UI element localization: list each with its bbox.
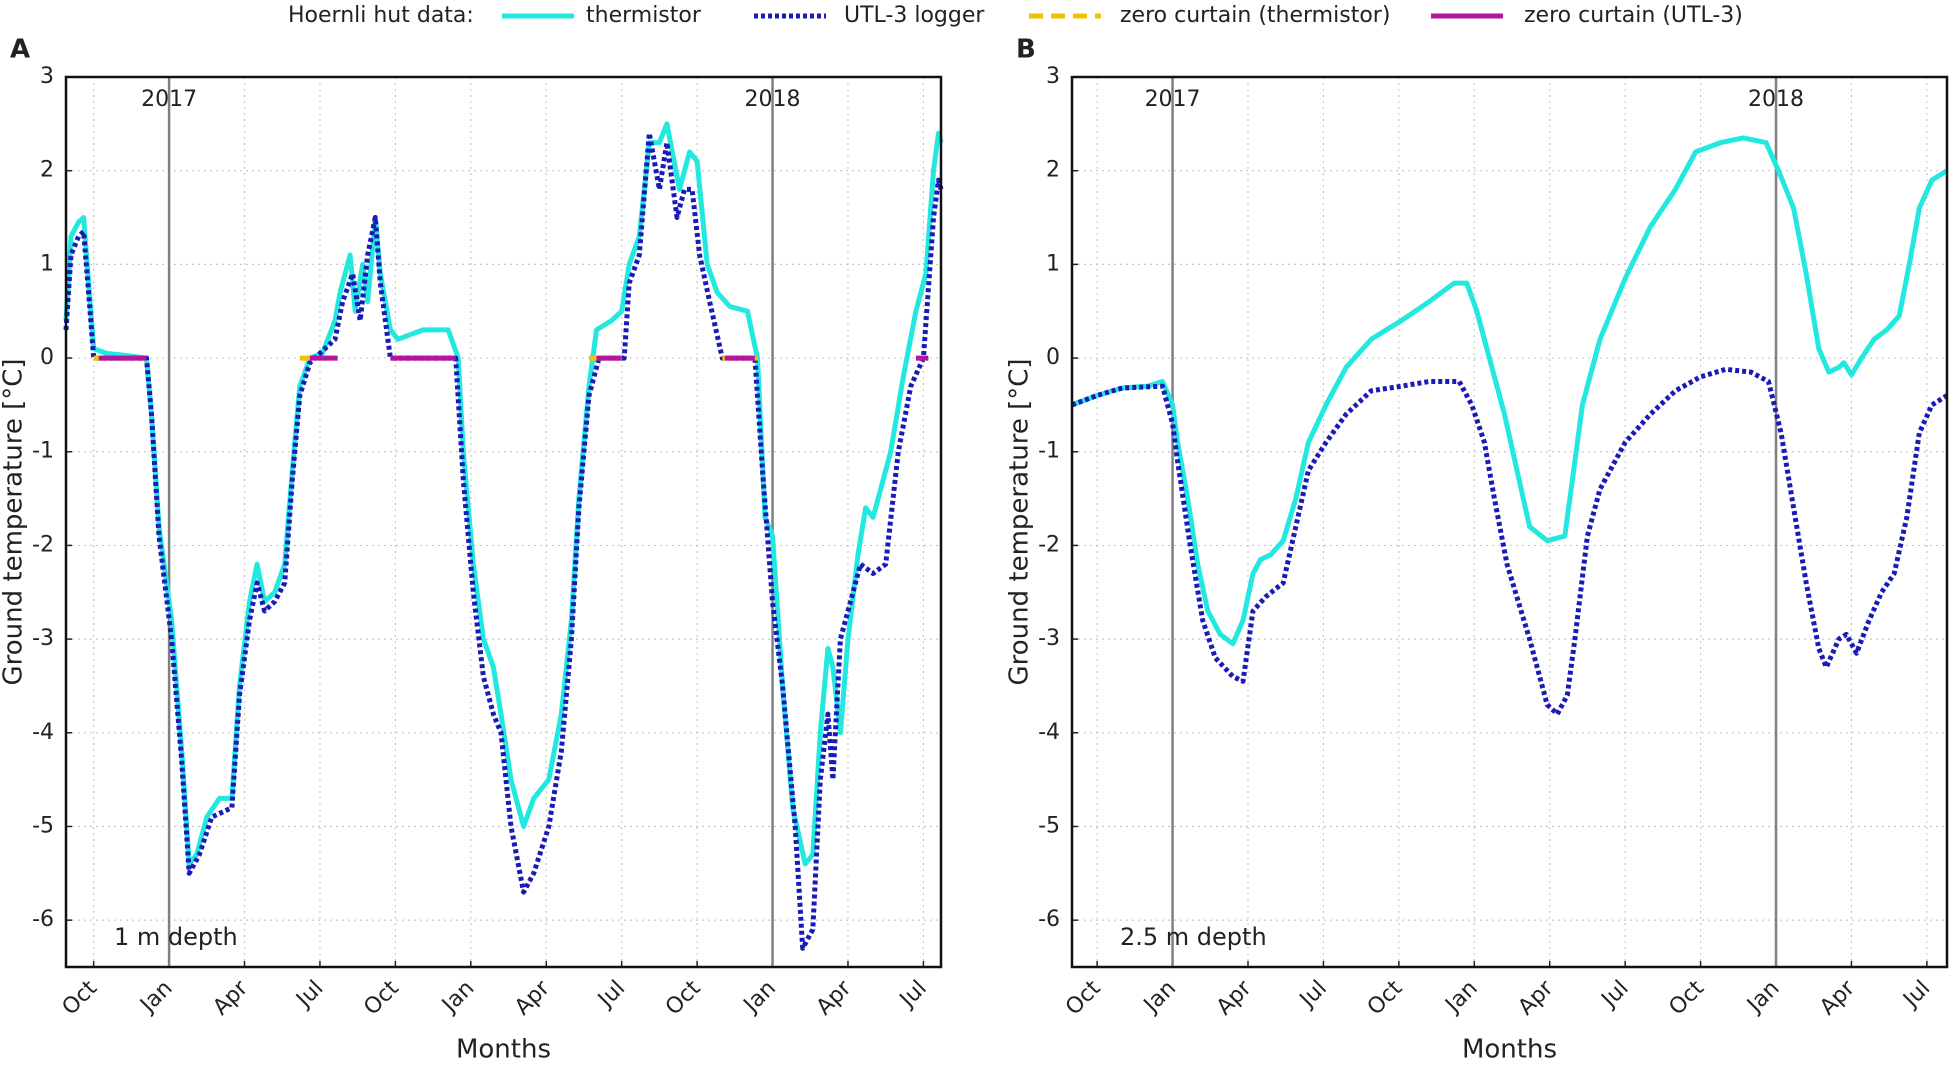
- panel-label: A: [10, 35, 30, 65]
- x-tick-label: Apr: [1212, 975, 1257, 1020]
- x-tick-label: Apr: [812, 975, 857, 1020]
- y-tick-label: -3: [32, 626, 54, 651]
- y-tick-label: 2: [40, 158, 54, 183]
- x-axis-label: Months: [456, 1035, 551, 1065]
- y-tick-label: -4: [32, 720, 54, 745]
- y-tick-label: -6: [1038, 907, 1060, 932]
- y-tick-label: -1: [1038, 439, 1060, 464]
- y-tick-label: 2: [1046, 158, 1060, 183]
- legend-label: zero curtain (thermistor): [1120, 3, 1390, 28]
- x-tick-label: Jul: [1596, 976, 1634, 1014]
- x-tick-label: Jan: [738, 976, 781, 1019]
- y-tick-label: 3: [40, 64, 54, 89]
- x-tick-label: Oct: [359, 976, 404, 1021]
- legend-label: UTL-3 logger: [844, 3, 985, 28]
- y-tick-label: -4: [1038, 720, 1060, 745]
- year-label: 2018: [745, 87, 801, 112]
- plot-frame: [1070, 75, 1949, 969]
- x-tick-label: Jan: [1741, 976, 1784, 1019]
- y-axis-label: Ground temperature [°C]: [1005, 358, 1035, 685]
- y-axis-label: Ground temperature [°C]: [0, 358, 29, 685]
- y-tick-label: -2: [1038, 532, 1060, 557]
- x-tick-label: Jul: [894, 976, 932, 1014]
- x-tick-label: Apr: [208, 975, 253, 1020]
- x-tick-label: Jul: [291, 976, 329, 1014]
- x-tick-label: Jan: [436, 976, 479, 1019]
- x-tick-label: Apr: [510, 975, 555, 1020]
- x-tick-label: Apr: [1514, 975, 1559, 1020]
- x-tick-label: Jan: [1440, 976, 1483, 1019]
- y-tick-label: 3: [1046, 64, 1060, 89]
- series-line: [1071, 366, 1949, 717]
- annotation: 1 m depth: [114, 923, 238, 951]
- y-tick-label: 0: [1046, 345, 1060, 370]
- legend-label: thermistor: [586, 3, 702, 28]
- year-label: 2017: [141, 87, 197, 112]
- x-tick-label: Jan: [134, 976, 177, 1019]
- legend-title: Hoernli hut data:: [288, 3, 474, 28]
- x-tick-label: Jul: [592, 976, 630, 1014]
- year-label: 2017: [1145, 87, 1201, 112]
- legend-label: zero curtain (UTL-3): [1524, 3, 1743, 28]
- x-axis-label: Months: [1462, 1035, 1557, 1065]
- y-tick-label: 1: [40, 251, 54, 276]
- y-tick-label: 0: [40, 345, 54, 370]
- series-line: [1071, 135, 1949, 647]
- x-tick-label: Oct: [1664, 976, 1709, 1021]
- x-tick-label: Oct: [1363, 976, 1408, 1021]
- y-tick-label: -2: [32, 532, 54, 557]
- series-line: [63, 121, 944, 867]
- x-tick-label: Jan: [1138, 976, 1181, 1019]
- y-tick-label: -6: [32, 907, 54, 932]
- panel-label: B: [1016, 35, 1036, 65]
- y-tick-label: -5: [32, 813, 54, 838]
- y-tick-label: -5: [1038, 813, 1060, 838]
- x-tick-label: Oct: [58, 976, 103, 1021]
- x-tick-label: Jul: [1898, 976, 1936, 1014]
- y-tick-label: -1: [32, 439, 54, 464]
- plot-frame: [64, 75, 943, 969]
- annotation: 2.5 m depth: [1120, 923, 1267, 951]
- x-tick-label: Oct: [661, 976, 706, 1021]
- x-tick-label: Jul: [1294, 976, 1332, 1014]
- x-tick-label: Oct: [1061, 976, 1106, 1021]
- year-label: 2018: [1748, 87, 1804, 112]
- x-tick-label: Apr: [1815, 975, 1860, 1020]
- series-line: [63, 130, 944, 951]
- y-tick-label: -3: [1038, 626, 1060, 651]
- y-tick-label: 1: [1046, 251, 1060, 276]
